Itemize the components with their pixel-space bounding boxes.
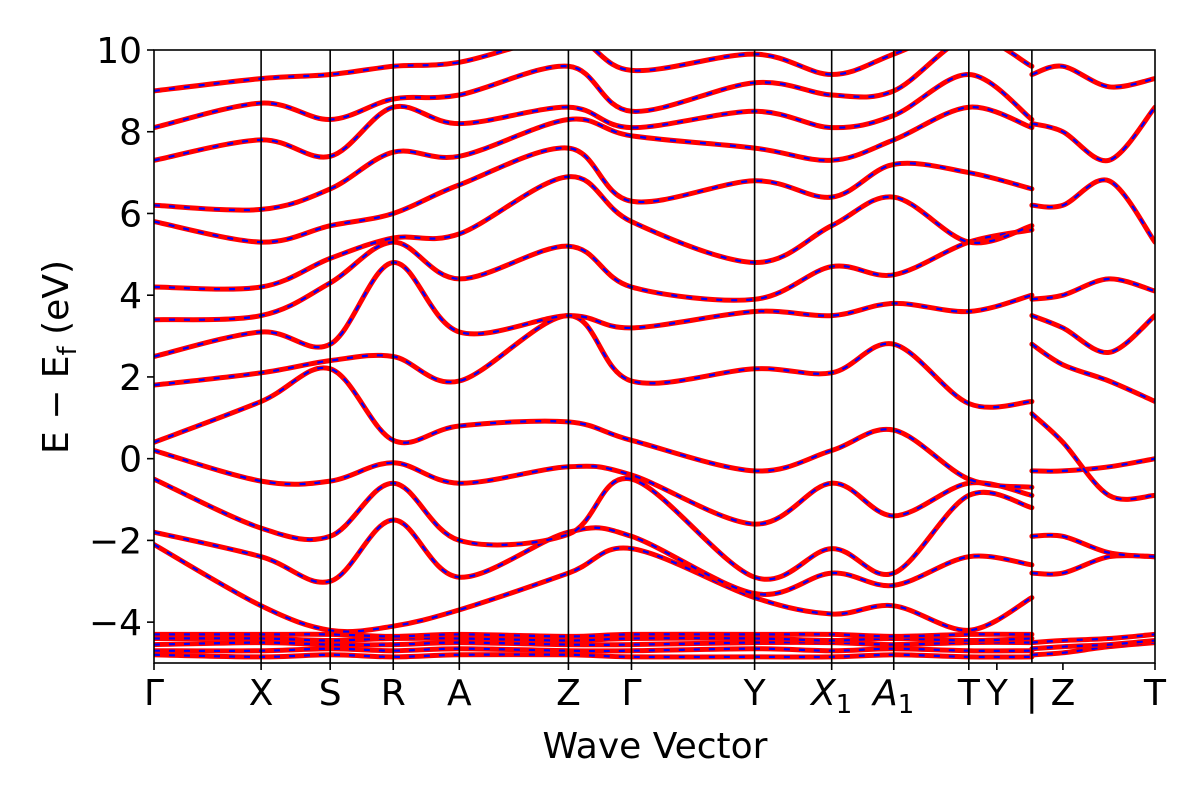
y-tick-label: 2	[119, 358, 142, 399]
y-axis-label: E − Ef (eV)	[36, 260, 83, 454]
band-c9-blue	[1031, 314, 1155, 354]
band-c8-red	[1029, 341, 1155, 404]
x-tick-label-8: Y	[743, 673, 767, 714]
band-c4-blue	[1031, 554, 1155, 576]
band-c3-red	[1029, 631, 1155, 646]
band-lines-overlay	[154, 50, 1155, 660]
x-tick-label-4: R	[381, 673, 406, 714]
band-c11-blue	[1031, 178, 1155, 243]
x-tick-label-7: Γ	[621, 673, 641, 714]
x-tick-label-9: X1	[809, 673, 852, 720]
band-c5-blue	[1031, 534, 1155, 558]
x-tick-label-6: Z	[556, 673, 581, 714]
band-c8-blue	[1031, 343, 1155, 403]
band-c11-red	[1029, 177, 1155, 245]
y-tick-label: 8	[119, 113, 142, 154]
x-tick-label-13: |	[1026, 673, 1038, 714]
band-c7-red	[1029, 411, 1155, 502]
kpath-divider-lines	[260, 50, 1033, 663]
band-c9-red	[1029, 313, 1155, 355]
y-tick-label: 0	[119, 440, 142, 481]
x-tick-label-10: A1	[871, 673, 914, 720]
band-b16-blue	[154, 106, 1033, 212]
y-tick-label: 10	[96, 31, 142, 72]
x-axis-ticks: Γ X S R A Z Γ Y X1 A1 T Y | Z T	[144, 663, 1167, 720]
x-tick-label-11: T	[957, 673, 981, 714]
y-tick-label: 4	[119, 276, 142, 317]
y-tick-label: −2	[89, 521, 142, 562]
band-c2-red	[1029, 638, 1155, 652]
x-tick-label-5: A	[447, 673, 472, 714]
band-c7-blue	[1031, 412, 1155, 501]
band-b10-red	[154, 365, 1035, 490]
band-b10-blue	[154, 366, 1033, 489]
x-tick-label-3: S	[319, 673, 342, 714]
y-axis-ticks: −4 −2 0 2 4 6 8 10	[89, 31, 154, 644]
x-tick-label-15: T	[1143, 673, 1167, 714]
plot-frame	[153, 49, 1156, 664]
band-c12-red	[1029, 104, 1155, 164]
band-c13-blue	[1031, 64, 1155, 89]
band-c12-blue	[1031, 106, 1155, 162]
band-b18-red	[154, 50, 1035, 131]
x-tick-label-14: Z	[1051, 673, 1076, 714]
x-tick-label-1: Γ	[144, 673, 164, 714]
band-b17-blue	[154, 73, 1033, 162]
x-tick-label-2: X	[249, 673, 274, 714]
band-c4-red	[1029, 553, 1155, 577]
band-b16-red	[154, 104, 1035, 213]
y-tick-label: −4	[89, 603, 142, 644]
band-b19-blue	[154, 50, 907, 92]
band-b13-red	[154, 227, 1035, 323]
band-b11-blue	[154, 314, 1032, 409]
band-b15-red	[154, 145, 1035, 245]
x-tick-label-12: Y	[985, 673, 1009, 714]
band-c10-blue	[1031, 277, 1155, 301]
band-c5-red	[1029, 532, 1155, 560]
band-b11-red	[154, 313, 1035, 410]
band-b6-red	[154, 542, 1035, 635]
y-tick-label: 6	[119, 194, 142, 235]
x-axis-label: Wave Vector	[543, 726, 768, 767]
